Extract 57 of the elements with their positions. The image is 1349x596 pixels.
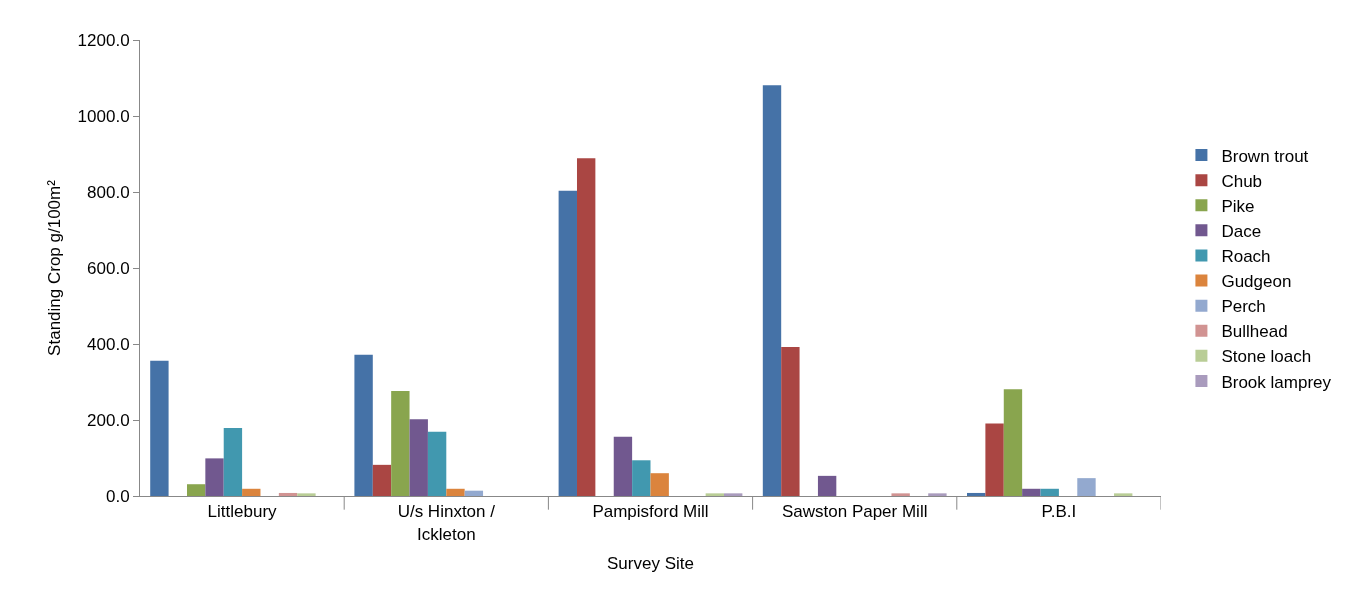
y-axis-title: Standing Crop g/100m² [45, 179, 65, 356]
bar [278, 492, 298, 496]
bar [242, 488, 261, 496]
x-tick-label: P.B.I [1041, 502, 1077, 522]
y-tick-label: 1000.0 [77, 106, 130, 126]
bar [781, 347, 800, 496]
legend-label: Dace [1221, 221, 1262, 241]
legend-label: Roach [1221, 247, 1271, 267]
x-tick-label: Littlebury [207, 502, 278, 522]
bar [650, 473, 669, 496]
bar [205, 458, 224, 496]
y-tick-label: 200.0 [87, 410, 130, 430]
bar [724, 493, 743, 496]
legend-label: Bullhead [1221, 322, 1288, 342]
bar [632, 460, 651, 496]
y-tick-label: 800.0 [87, 182, 130, 202]
bar [391, 391, 410, 496]
bar [297, 493, 316, 496]
bar [1114, 493, 1133, 496]
bar [409, 419, 428, 496]
x-tick-label: Sawston Paper Mill [781, 502, 928, 522]
legend-label: Brook lamprey [1221, 372, 1332, 392]
bar [558, 190, 577, 496]
bar [150, 360, 169, 496]
y-tick-label: 1200.0 [77, 30, 130, 50]
bar [464, 490, 484, 496]
x-axis-title: Survey Site [607, 553, 694, 573]
bar [427, 431, 447, 496]
legend-label: Stone loach [1221, 347, 1312, 367]
bar [817, 475, 837, 496]
bar [1040, 488, 1059, 496]
bar [705, 493, 725, 496]
bar [891, 493, 910, 496]
legend-label: Brown trout [1221, 146, 1309, 166]
bar [613, 436, 633, 496]
bar [223, 427, 243, 496]
bar [762, 85, 782, 496]
bar [1077, 478, 1096, 496]
y-tick-label: 400.0 [87, 334, 130, 354]
bar [446, 488, 465, 496]
bar [186, 484, 206, 496]
bar [985, 423, 1004, 496]
bar [967, 492, 986, 496]
bar [576, 158, 596, 496]
bar [1022, 488, 1041, 496]
bar [928, 493, 947, 496]
legend-label: Perch [1221, 297, 1266, 317]
x-tick-label: Pampisford Mill [592, 502, 709, 522]
legend-label: Gudgeon [1221, 272, 1292, 292]
legend-label: Pike [1221, 196, 1255, 216]
y-tick-label: 600.0 [87, 258, 130, 278]
bar [372, 464, 392, 496]
x-tick-label: U/s Hinxton / Ickleton [397, 502, 496, 544]
legend-label: Chub [1221, 171, 1263, 191]
y-tick-label: 0.0 [105, 486, 130, 506]
bar [1003, 389, 1023, 496]
bar [354, 354, 373, 496]
